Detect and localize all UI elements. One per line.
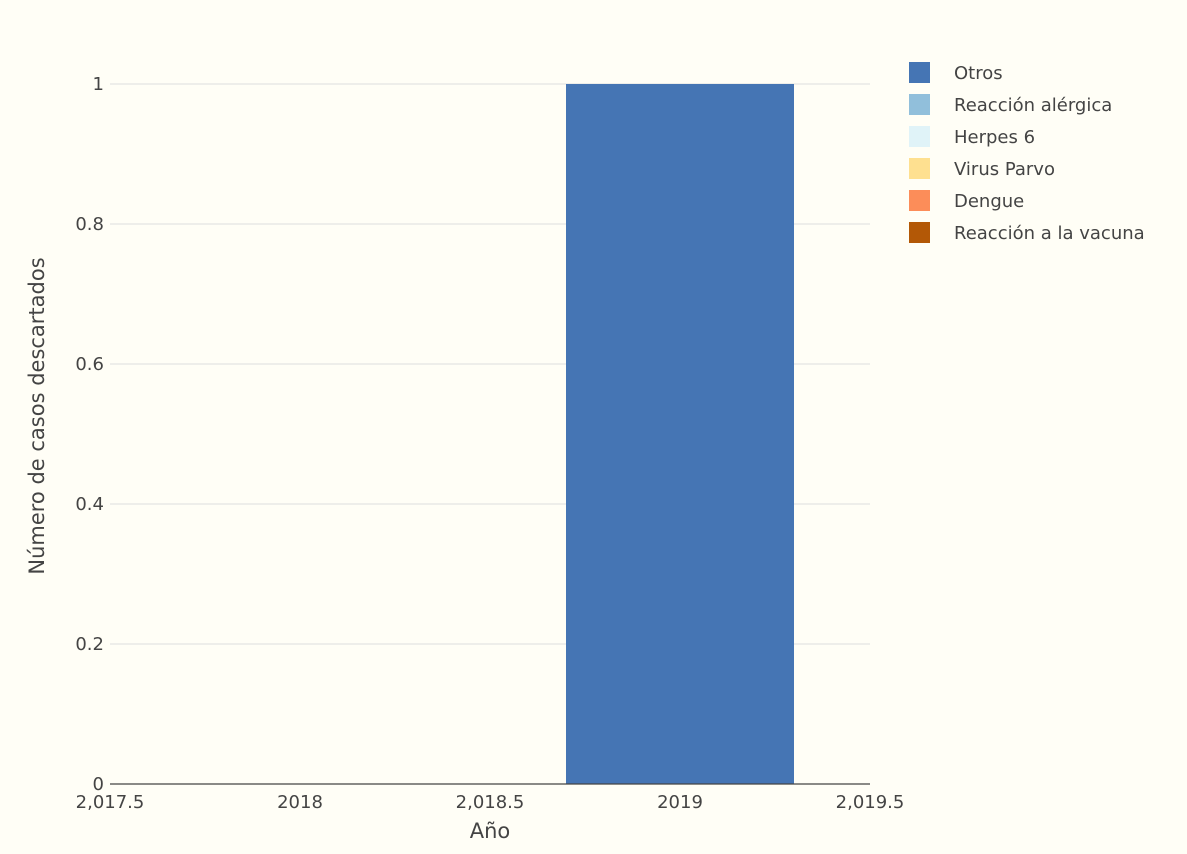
x-tick-label: 2,018.5 bbox=[456, 792, 525, 813]
legend-swatch bbox=[909, 94, 930, 115]
axes: 0 0.2 0.4 0.6 0.8 1 2,017.5 2018 2,018.5 2019 2,01… bbox=[75, 74, 904, 813]
y-tick-label: 0.2 bbox=[75, 634, 104, 655]
y-tick-label: 0.6 bbox=[75, 354, 104, 375]
legend-item-virus-parvo[interactable]: Virus Parvo bbox=[909, 158, 1055, 180]
legend-label: Reacción alérgica bbox=[954, 95, 1112, 116]
y-axis-title: Número de casos descartados bbox=[25, 257, 49, 574]
y-tick-label: 0.4 bbox=[75, 494, 104, 515]
legend-swatch bbox=[909, 62, 930, 83]
legend-item-reacci-n-a-la-vacuna[interactable]: Reacción a la vacuna bbox=[909, 222, 1145, 244]
legend-swatch bbox=[909, 222, 930, 243]
legend-label: Otros bbox=[954, 63, 1003, 84]
x-tick-label: 2018 bbox=[277, 792, 323, 813]
bars bbox=[566, 84, 794, 784]
legend-item-otros[interactable]: Otros bbox=[909, 62, 1003, 84]
legend-swatch bbox=[909, 126, 930, 147]
legend[interactable]: Otros Reacción alérgica Herpes 6 Virus Parv… bbox=[909, 62, 1145, 244]
legend-swatch bbox=[909, 190, 930, 211]
x-tick-label: 2,017.5 bbox=[76, 792, 145, 813]
y-tick-label: 0 bbox=[93, 774, 104, 795]
legend-label: Dengue bbox=[954, 191, 1024, 212]
legend-item-herpes-6[interactable]: Herpes 6 bbox=[909, 126, 1035, 148]
legend-label: Herpes 6 bbox=[954, 127, 1035, 148]
x-tick-label: 2019 bbox=[657, 792, 703, 813]
legend-label: Virus Parvo bbox=[954, 159, 1055, 180]
x-axis-title: Año bbox=[470, 819, 511, 843]
y-tick-label: 0.8 bbox=[75, 214, 104, 235]
legend-item-dengue[interactable]: Dengue bbox=[909, 190, 1024, 212]
legend-swatch bbox=[909, 158, 930, 179]
bar-otros[interactable] bbox=[566, 84, 794, 784]
x-tick-label: 2,019.5 bbox=[836, 792, 905, 813]
legend-label: Reacción a la vacuna bbox=[954, 223, 1145, 244]
y-tick-label: 1 bbox=[93, 74, 104, 95]
legend-item-reacci-n-al-rgica[interactable]: Reacción alérgica bbox=[909, 94, 1112, 116]
